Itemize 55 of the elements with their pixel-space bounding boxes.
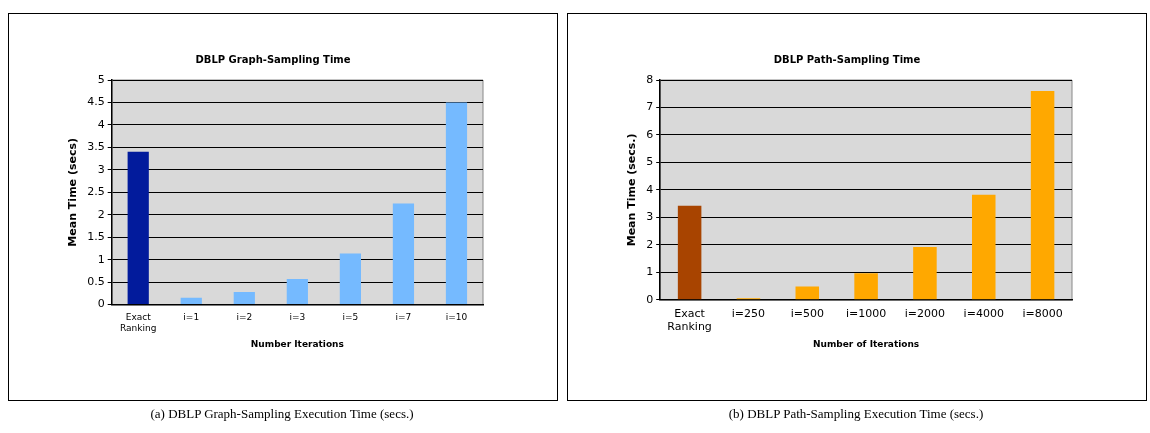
x-tick-label: i=10 [445, 312, 468, 323]
y-tick-label: 8 [646, 72, 654, 86]
bar [233, 292, 255, 305]
x-tick-label: i=1000 [845, 307, 887, 321]
y-axis-title: Mean Time (secs.) [625, 133, 639, 247]
bar [854, 273, 878, 300]
x-tick-label: i=500 [790, 307, 824, 321]
x-axis-title: Number Iterations [250, 338, 344, 349]
y-tick-label: 5 [97, 72, 105, 86]
text: (a) DBLP Graph-Sampling Execution Time (secs.) [149, 406, 415, 422]
x-tick-label: i=8000 [1022, 307, 1063, 321]
y-tick-label: 4.5 [87, 95, 105, 109]
x-tick-label: i=4000 [963, 307, 1004, 321]
x-tick-label: i=7 [395, 312, 412, 323]
bar [445, 102, 468, 305]
x-tick-label: Exact Ranking [120, 312, 157, 334]
y-tick-label: 1 [97, 252, 105, 266]
bar [392, 203, 415, 305]
y-tick-label: 1 [646, 265, 654, 279]
y-tick-label: 6 [646, 127, 654, 141]
y-tick-label: 7 [646, 100, 654, 114]
x-tick-label: i=2 [236, 312, 253, 323]
y-tick-label: 3.5 [87, 140, 105, 154]
bar [286, 279, 308, 305]
y-tick-label: 0 [97, 297, 105, 311]
y-tick-label: 1.5 [87, 230, 105, 244]
bar [1030, 90, 1055, 300]
y-tick-label: 2 [646, 237, 654, 251]
bar [913, 247, 937, 300]
x-tick-label: i=5 [342, 312, 359, 323]
chart-title: DBLP Path-Sampling Time [773, 53, 921, 65]
bar [971, 194, 996, 300]
x-tick-label: i=1 [183, 312, 200, 323]
x-tick-label: i=250 [731, 307, 766, 321]
y-tick-label: 2 [97, 207, 105, 221]
y-tick-label: 3 [646, 210, 654, 224]
x-axis-title: Number of Iterations [812, 338, 920, 349]
y-tick-label: 0.5 [87, 275, 105, 288]
bar [339, 253, 361, 305]
chart-title: DBLP Graph-Sampling Time [195, 53, 351, 65]
y-tick-label: 4 [646, 182, 654, 196]
bar [677, 205, 702, 300]
text: (b) DBLP Path-Sampling Execution Time (secs.) [727, 406, 985, 422]
x-tick-label: i=2000 [904, 307, 946, 321]
bar [127, 151, 149, 305]
y-tick-label: 3 [97, 162, 105, 176]
y-tick-label: 2.5 [87, 185, 105, 199]
bar [795, 286, 820, 300]
y-tick-label: 0 [646, 292, 654, 306]
x-tick-label: i=3 [289, 312, 306, 323]
x-tick-label: Exact Ranking [667, 307, 712, 334]
y-axis-title: Mean Time (secs) [66, 137, 80, 247]
y-tick-label: 4 [97, 117, 105, 131]
bar [180, 297, 202, 305]
y-tick-label: 5 [646, 155, 654, 169]
